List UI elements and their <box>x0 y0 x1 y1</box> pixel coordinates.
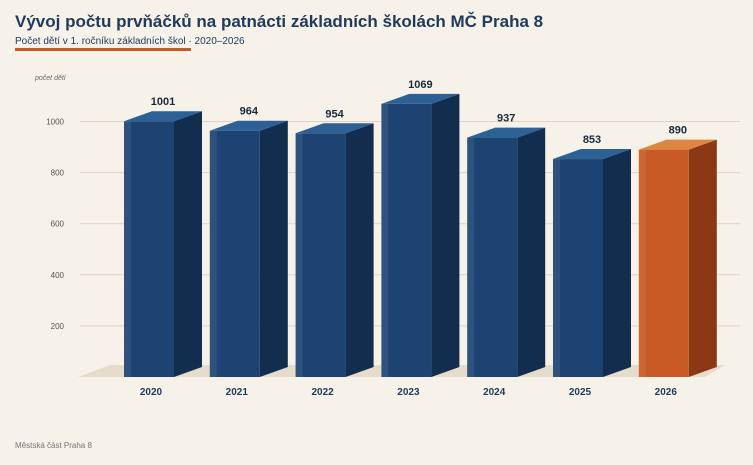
bar-top <box>638 139 717 150</box>
bar-front <box>467 137 518 377</box>
x-tick-label: 2023 <box>397 387 420 398</box>
bar-side <box>345 123 374 378</box>
y-axis-label: počet dětí <box>34 75 67 82</box>
bar-2022 <box>295 123 374 378</box>
bar-front <box>295 133 346 377</box>
subtitle-underline <box>15 48 191 51</box>
bar-front <box>209 130 260 377</box>
y-tick-label: 200 <box>51 322 65 331</box>
bar-2020 <box>124 111 202 377</box>
x-tick-label: 2020 <box>140 387 163 398</box>
bar-side <box>603 149 631 377</box>
x-tick-label: 2022 <box>311 387 334 398</box>
bar-top <box>295 123 374 134</box>
bar-shine <box>553 159 560 377</box>
x-tick-label: 2026 <box>655 387 678 398</box>
bar-shine <box>295 133 303 377</box>
bar-top <box>467 127 546 138</box>
y-tick-label: 800 <box>51 169 65 178</box>
y-tick-label: 600 <box>51 220 65 229</box>
bar-side <box>174 111 202 377</box>
value-label: 964 <box>240 106 259 118</box>
bar-shine <box>381 103 389 378</box>
y-tick-label: 400 <box>51 271 65 280</box>
chart-title: Vývoj počtu prvňáčků na patnácti základn… <box>15 12 544 31</box>
value-label: 890 <box>669 125 687 137</box>
value-label: 853 <box>583 134 601 146</box>
value-label: 954 <box>325 108 344 120</box>
bar-side <box>259 120 288 377</box>
bar-2023 <box>381 93 460 378</box>
bar-top <box>209 120 288 131</box>
bar-2024 <box>467 127 546 377</box>
chart-subtitle: Počet dětí v 1. ročníku základních škol … <box>15 36 245 47</box>
bar-front <box>638 149 689 377</box>
bar-side <box>431 93 460 378</box>
bar-top <box>124 111 202 122</box>
value-label: 1001 <box>151 96 175 108</box>
bar-2021 <box>209 120 288 377</box>
bar-front <box>124 121 174 377</box>
y-tick-label: 1000 <box>46 118 64 127</box>
bar-2025 <box>553 149 631 377</box>
bar-shine <box>638 149 646 377</box>
bar-shine <box>467 137 475 377</box>
bar-front <box>381 103 432 378</box>
bar-2026 <box>638 139 717 377</box>
bar-side <box>688 139 717 377</box>
x-tick-label: 2025 <box>569 387 592 398</box>
value-label: 1069 <box>408 79 432 91</box>
bar-side <box>517 127 546 377</box>
value-label: 937 <box>497 113 515 125</box>
bar-top <box>553 149 631 160</box>
x-tick-label: 2024 <box>483 387 506 398</box>
bar-shine <box>124 121 131 377</box>
bar-top <box>381 93 460 104</box>
source-footer: Městská část Praha 8 <box>15 441 92 450</box>
x-tick-label: 2021 <box>226 387 249 398</box>
bar-shine <box>209 130 217 377</box>
bar-front <box>553 159 603 377</box>
